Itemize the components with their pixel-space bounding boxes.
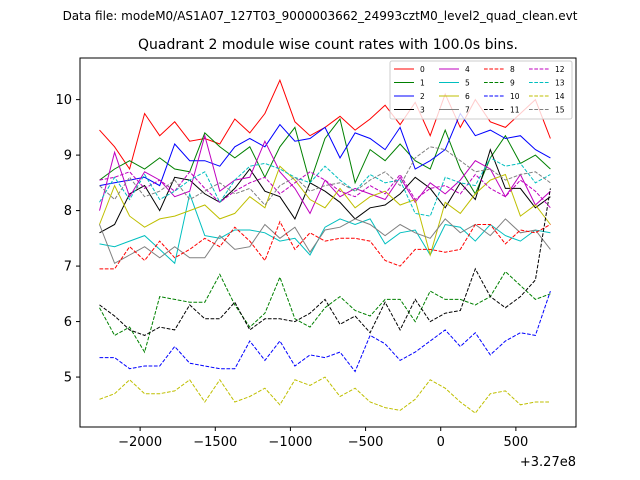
series-12-line bbox=[99, 171, 551, 209]
legend-label-9: 9 bbox=[510, 78, 515, 87]
y-tick-label: 5 bbox=[64, 371, 72, 386]
series-15-line bbox=[99, 146, 551, 206]
legend-label-7: 7 bbox=[465, 105, 470, 114]
legend-label-8: 8 bbox=[510, 65, 515, 74]
ticks-layer: −2000 −1500 −1000 −500 0 500 5 6 7 8 9 10 bbox=[55, 93, 528, 450]
legend-label-2: 2 bbox=[420, 92, 425, 101]
series-3-line bbox=[99, 148, 551, 234]
y-tick-label: 6 bbox=[64, 315, 72, 330]
x-tick-label: −2000 bbox=[118, 435, 162, 450]
x-offset-label: +3.27e8 bbox=[520, 455, 576, 470]
legend-label-3: 3 bbox=[420, 105, 425, 114]
legend-frame bbox=[389, 60, 573, 120]
legend-label-15: 15 bbox=[555, 105, 565, 114]
y-tick-label: 9 bbox=[64, 149, 72, 164]
legend-label-5: 5 bbox=[465, 78, 470, 87]
series-6-line bbox=[99, 165, 551, 257]
y-tick-label: 8 bbox=[64, 204, 72, 219]
x-tick-label: 500 bbox=[503, 435, 528, 450]
x-tick-label: 0 bbox=[437, 435, 445, 450]
x-tick-label: −1000 bbox=[268, 435, 312, 450]
legend-label-4: 4 bbox=[465, 65, 470, 74]
axes-layer bbox=[79, 57, 577, 428]
legend-label-1: 1 bbox=[420, 78, 425, 87]
series-11-line bbox=[99, 188, 551, 336]
series-2-line bbox=[99, 112, 551, 187]
legend-label-0: 0 bbox=[420, 65, 425, 74]
plot-frame bbox=[79, 57, 577, 428]
legend-label-14: 14 bbox=[555, 92, 565, 101]
legend-label-12: 12 bbox=[555, 65, 565, 74]
figure-suptitle: Data file: modeM0/AS1A07_127T03_90000036… bbox=[63, 9, 578, 23]
series-1-line bbox=[99, 117, 551, 196]
x-tick-label: −1500 bbox=[193, 435, 237, 450]
series-8-line bbox=[99, 220, 551, 270]
legend-label-6: 6 bbox=[465, 92, 470, 101]
series-10-line bbox=[99, 290, 551, 373]
series-9-line bbox=[99, 270, 551, 354]
series-5-line bbox=[99, 192, 551, 265]
legend-label-10: 10 bbox=[510, 92, 520, 101]
series-layer bbox=[99, 78, 551, 414]
y-tick-label: 10 bbox=[55, 93, 72, 108]
legend-label-13: 13 bbox=[555, 78, 565, 87]
chart-title: Quadrant 2 module wise count rates with … bbox=[138, 37, 518, 53]
series-4-line bbox=[99, 133, 551, 215]
legend-label-11: 11 bbox=[510, 105, 520, 114]
series-14-line bbox=[99, 376, 551, 414]
x-tick-label: −500 bbox=[348, 435, 384, 450]
y-tick-label: 7 bbox=[64, 260, 72, 275]
series-13-line bbox=[99, 157, 551, 217]
